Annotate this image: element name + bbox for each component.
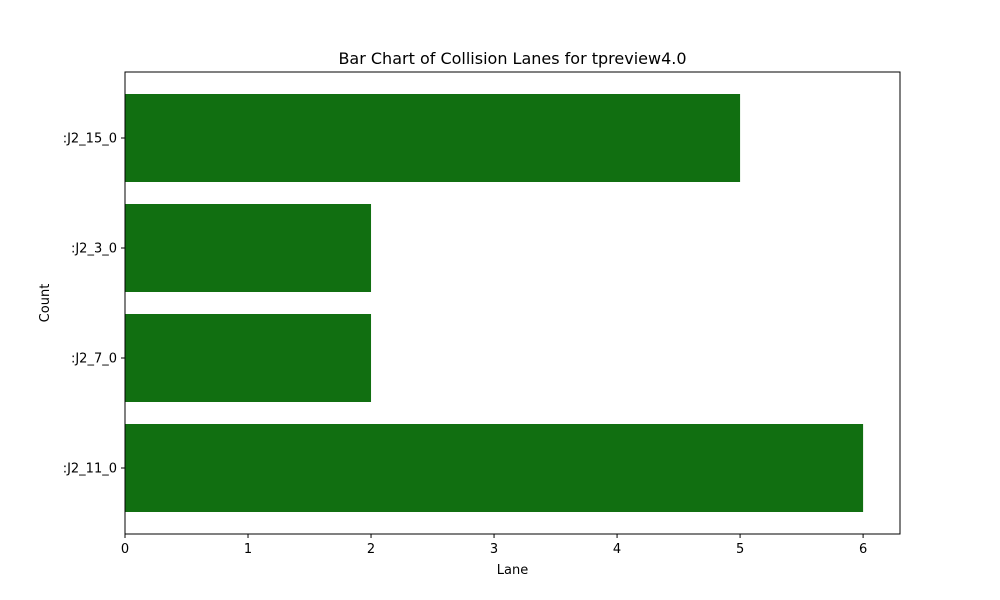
- x-tick-label: 4: [613, 542, 621, 557]
- x-tick-label: 1: [244, 542, 252, 557]
- chart-title: Bar Chart of Collision Lanes for tprevie…: [338, 49, 686, 68]
- x-tick-label: 0: [121, 542, 129, 557]
- bar: [125, 424, 864, 512]
- y-tick-label: :J2_7_0: [71, 352, 117, 367]
- x-tick-label: 3: [490, 542, 498, 557]
- x-tick-label: 2: [367, 542, 375, 557]
- x-tick-label: 5: [736, 542, 744, 557]
- y-tick-label: :J2_15_0: [63, 132, 117, 147]
- y-axis-label: Count: [38, 284, 53, 323]
- x-axis-label: Lane: [497, 563, 528, 578]
- x-tick-label: 6: [859, 542, 867, 557]
- bar: [125, 94, 741, 182]
- bar: [125, 314, 372, 402]
- plot-frame: [124, 71, 901, 535]
- y-tick-label: :J2_11_0: [63, 462, 117, 477]
- bar: [125, 204, 372, 292]
- y-tick-label: :J2_3_0: [71, 242, 117, 257]
- y-axis-ticks: :J2_15_0 :J2_3_0 :J2_7_0 :J2_11_0: [63, 132, 125, 477]
- bars-group: [125, 94, 864, 512]
- x-axis-ticks: 0 1 2 3 4 5 6: [121, 534, 867, 557]
